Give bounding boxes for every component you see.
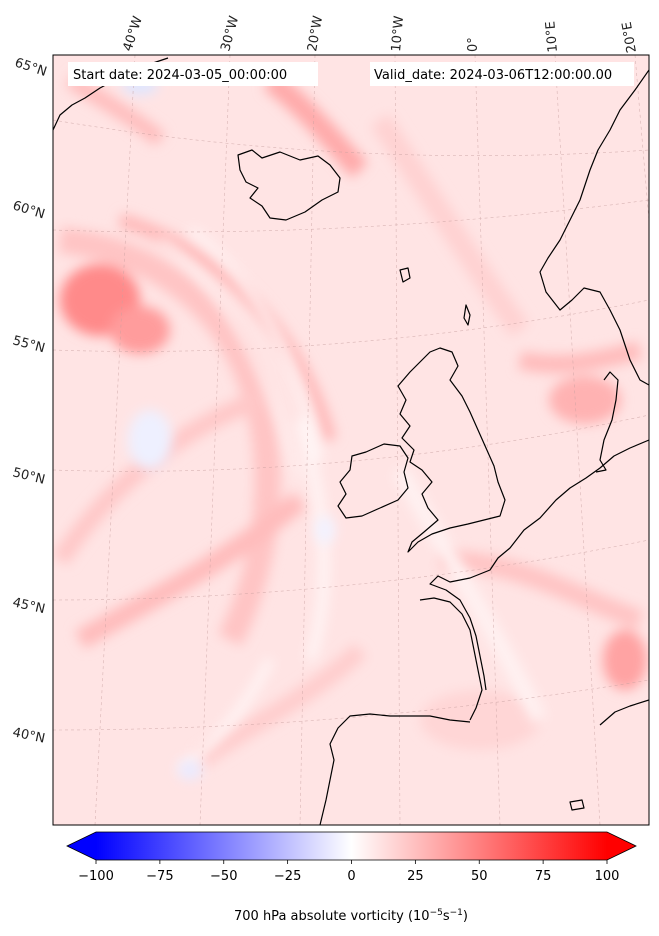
colorbar-tick-label: −25	[274, 869, 301, 884]
lon-label-10w: 10°W	[389, 15, 407, 52]
lon-label-40w: 40°W	[121, 14, 146, 53]
colorbar-label: 700 hPa absolute vorticity (10−5s−1)	[234, 908, 468, 924]
shetland	[463, 304, 471, 326]
colorbar-tick-label: 75	[535, 869, 552, 884]
colorbar-tick-label: 50	[471, 869, 488, 884]
mallorca-island	[569, 799, 585, 811]
scandinavia-coast	[539, 69, 649, 386]
map-frame	[52, 54, 650, 826]
lat-label-65n: 65°N	[13, 56, 49, 80]
longitude-labels: 40°W 30°W 20°W 10°W 0° 10°E 20°E	[121, 14, 640, 54]
ireland-coast	[337, 443, 409, 519]
iberia-coast	[319, 713, 471, 825]
colorbar-ticks: −100 −75 −50 −25 0 25 50 75 100	[78, 860, 619, 884]
colorbar-gradient	[96, 832, 607, 860]
colorbar-tick-label: −100	[78, 869, 114, 884]
lat-label-45n: 45°N	[11, 595, 46, 617]
map-panel: Start date: 2024-03-05_00:00:00 Valid_da…	[53, 55, 649, 825]
start-date-box	[68, 62, 318, 86]
valid-date-box	[370, 62, 634, 86]
colorbar-tick-label: 0	[347, 869, 355, 884]
colorbar-tick-label: −75	[146, 869, 173, 884]
france-atlantic-coast	[419, 597, 483, 721]
lat-label-50n: 50°N	[11, 465, 46, 487]
lon-label-10e: 10°E	[543, 21, 561, 53]
continent-coast	[429, 439, 649, 691]
denmark-coast	[595, 371, 619, 473]
vorticity-white-streaks	[158, 226, 548, 774]
faroe-islands	[399, 267, 411, 283]
colorbar: −100 −75 −50 −25 0 25 50 75 100 700 hPa absolute…	[66, 831, 637, 924]
graticule	[53, 55, 649, 825]
lon-label-20e: 20°E	[620, 21, 640, 54]
lat-label-55n: 55°N	[11, 333, 47, 356]
lat-label-40n: 40°N	[11, 725, 46, 746]
lat-label-60n: 60°N	[11, 198, 47, 222]
colorbar-extend-max	[607, 832, 636, 860]
iceland-coast	[237, 149, 341, 221]
vorticity-contours	[53, 71, 647, 768]
latitude-labels: 65°N 60°N 55°N 50°N 45°N 40°N	[11, 56, 49, 747]
valid-date-label: Valid_date: 2024-03-06T12:00:00.00	[374, 68, 612, 83]
mediterranean-coast	[599, 699, 649, 726]
colorbar-tick-label: 100	[595, 869, 620, 884]
lon-label-0: 0°	[466, 37, 481, 52]
start-date-label: Start date: 2024-03-05_00:00:00	[73, 68, 287, 83]
colorbar-tick-label: −50	[210, 869, 237, 884]
lon-label-30w: 30°W	[218, 14, 242, 53]
britain-coast	[397, 347, 506, 553]
colorbar-extend-min	[67, 832, 96, 860]
colorbar-tick-label: 25	[407, 869, 424, 884]
lon-label-20w: 20°W	[305, 15, 326, 53]
